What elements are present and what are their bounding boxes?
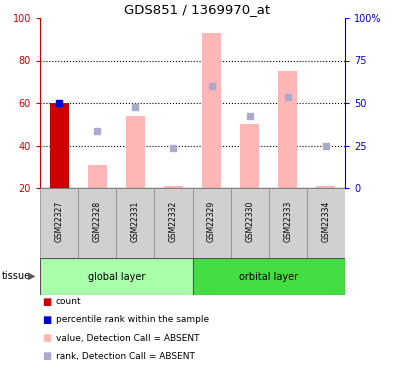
- Point: [209, 83, 215, 89]
- Text: GSM22329: GSM22329: [207, 201, 216, 242]
- Text: percentile rank within the sample: percentile rank within the sample: [56, 315, 209, 324]
- Text: count: count: [56, 297, 82, 306]
- Point: [170, 145, 177, 151]
- Text: GDS851 / 1369970_at: GDS851 / 1369970_at: [124, 3, 271, 16]
- Bar: [164, 186, 183, 188]
- Point: [94, 128, 100, 134]
- Point: [246, 113, 253, 119]
- Text: orbital layer: orbital layer: [239, 272, 298, 282]
- Bar: [126, 116, 145, 188]
- Bar: [192, 188, 231, 258]
- Bar: [116, 188, 154, 258]
- Bar: [40, 258, 192, 295]
- Bar: [88, 165, 107, 188]
- Bar: [78, 188, 116, 258]
- Point: [285, 94, 291, 100]
- Bar: [40, 188, 78, 258]
- Text: GSM22333: GSM22333: [283, 201, 292, 242]
- Text: tissue: tissue: [2, 271, 31, 281]
- Bar: [154, 188, 192, 258]
- Bar: [307, 188, 345, 258]
- Bar: [192, 258, 345, 295]
- Bar: [269, 188, 307, 258]
- Text: ■: ■: [42, 351, 51, 361]
- Text: ■: ■: [42, 315, 51, 325]
- Text: ■: ■: [42, 333, 51, 343]
- Text: GSM22332: GSM22332: [169, 201, 178, 242]
- Text: global layer: global layer: [88, 272, 145, 282]
- Text: GSM22331: GSM22331: [131, 201, 140, 242]
- Text: rank, Detection Call = ABSENT: rank, Detection Call = ABSENT: [56, 351, 195, 360]
- Bar: [240, 124, 259, 188]
- Point: [56, 100, 62, 106]
- Bar: [202, 33, 221, 188]
- Text: GSM22334: GSM22334: [322, 201, 331, 242]
- Bar: [231, 188, 269, 258]
- Text: value, Detection Call = ABSENT: value, Detection Call = ABSENT: [56, 333, 199, 342]
- Point: [132, 104, 139, 110]
- Text: ■: ■: [42, 297, 51, 307]
- Point: [323, 142, 329, 148]
- Text: GSM22328: GSM22328: [93, 201, 102, 242]
- Text: ▶: ▶: [28, 271, 36, 281]
- Bar: [278, 71, 297, 188]
- Text: GSM22327: GSM22327: [55, 201, 64, 242]
- Bar: [49, 103, 69, 188]
- Text: GSM22330: GSM22330: [245, 201, 254, 242]
- Bar: [316, 186, 335, 188]
